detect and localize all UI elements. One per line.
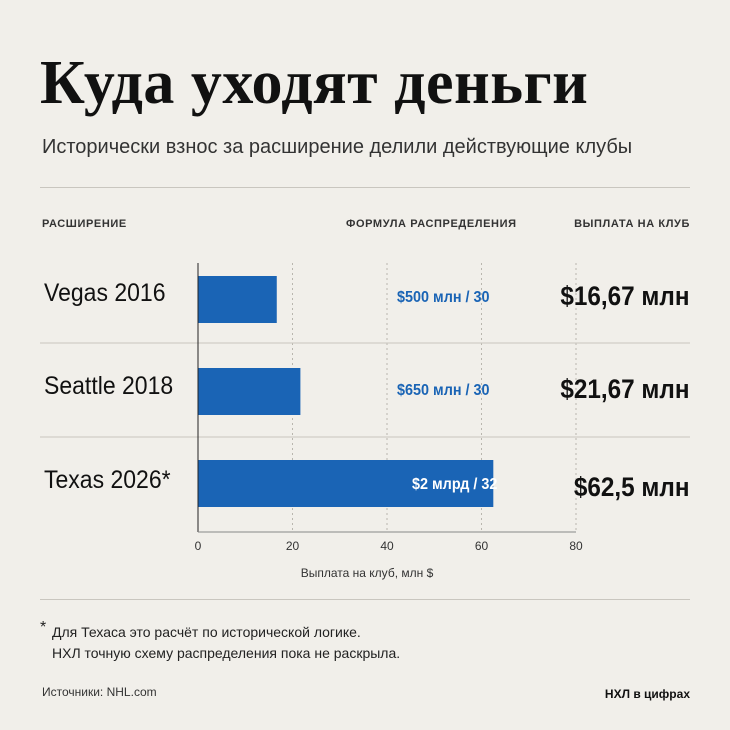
x-tick-label: 60: [475, 539, 489, 553]
column-header-payout: ВЫПЛАТА НА КЛУБ: [574, 218, 690, 230]
footnote-star: *: [40, 619, 47, 636]
payout-vegas: $16,67 млн: [560, 281, 690, 311]
brand-label: НХЛ в цифрах: [604, 687, 690, 701]
column-header-formula: ФОРМУЛА РАСПРЕДЕЛЕНИЯ: [346, 218, 517, 230]
bar: [198, 276, 277, 323]
payout-texas: $62,5 млн: [574, 472, 690, 502]
formula-vegas: $500 млн / 30: [397, 289, 490, 306]
x-tick-label: 40: [380, 539, 394, 553]
page-title: Куда уходят деньги: [40, 49, 589, 117]
footnote: Для Техаса это расчёт по исторической ло…: [52, 622, 400, 664]
x-tick-label: 20: [286, 539, 300, 553]
bar: [198, 368, 301, 415]
page-subtitle: Исторически взнос за расширение делили д…: [42, 136, 633, 158]
x-axis-title: Выплата на клуб, млн $: [301, 566, 434, 580]
sources-note: Источники: NHL.com: [42, 685, 157, 699]
row-label-seattle: Seattle 2018: [44, 372, 174, 400]
x-tick-label: 80: [569, 539, 583, 553]
row-label-texas: Texas 2026*: [44, 466, 171, 494]
formula-seattle: $650 млн / 30: [397, 382, 490, 399]
footnote-line-2: НХЛ точную схему распределения пока не р…: [52, 645, 401, 661]
bar: [198, 460, 494, 507]
top-divider: [40, 187, 690, 188]
bottom-divider: [40, 599, 690, 600]
footnote-line-1: Для Техаса это расчёт по исторической ло…: [52, 624, 361, 640]
column-header-expansion: РАСШИРЕНИЕ: [42, 218, 127, 230]
payout-seattle: $21,67 млн: [560, 374, 690, 404]
formula-texas: $2 млрд / 32: [412, 476, 498, 493]
x-tick-label: 0: [195, 539, 202, 553]
row-label-vegas: Vegas 2016: [44, 279, 166, 307]
